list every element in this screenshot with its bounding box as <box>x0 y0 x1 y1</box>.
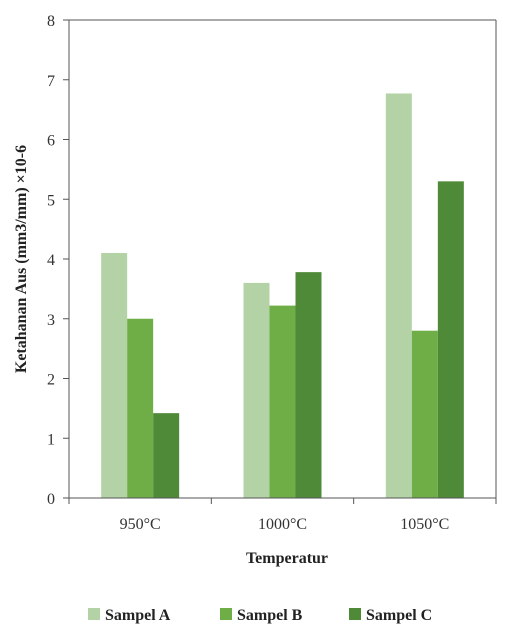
y-tick-label: 8 <box>47 13 55 30</box>
bar-sampel-b-2 <box>411 330 438 498</box>
legend-swatch <box>220 608 232 620</box>
bar-sampel-a-1 <box>243 282 270 498</box>
legend-swatch <box>88 608 100 620</box>
y-tick-label: 2 <box>47 372 55 389</box>
bar-sampel-b-1 <box>269 305 296 498</box>
legend-label: Sampel C <box>366 607 432 624</box>
bar-sampel-a-2 <box>385 93 412 499</box>
bar-sampel-a-0 <box>101 253 128 498</box>
y-tick-label: 7 <box>47 73 55 90</box>
x-axis-ticks: 950°C 1000°C 1050°C <box>68 498 497 533</box>
legend: Sampel A Sampel B Sampel C <box>88 607 432 624</box>
bar-sampel-c-1 <box>295 272 322 498</box>
legend-label: Sampel B <box>237 607 303 624</box>
bars <box>101 93 464 499</box>
y-axis-title: Ketahanan Aus (mm3/mm) ×10-6 <box>13 145 30 373</box>
x-tick-label: 1050°C <box>400 516 449 533</box>
y-tick-label: 0 <box>47 491 55 508</box>
legend-swatch <box>349 608 361 620</box>
legend-label: Sampel A <box>105 607 171 624</box>
x-tick-label: 1000°C <box>258 516 307 533</box>
y-tick-label: 5 <box>47 192 55 209</box>
y-tick-label: 3 <box>47 312 55 329</box>
x-tick-label: 950°C <box>120 516 161 533</box>
y-tick-label: 4 <box>47 252 55 269</box>
axes <box>68 19 497 499</box>
x-axis-title: Temperatur <box>246 550 328 567</box>
y-axis-ticks: 0 1 2 3 4 5 6 7 8 <box>47 13 69 508</box>
bar-sampel-b-0 <box>127 318 154 498</box>
bar-sampel-c-0 <box>153 413 180 498</box>
bar-sampel-c-2 <box>437 181 464 498</box>
y-tick-label: 6 <box>47 133 55 150</box>
y-tick-label: 1 <box>47 431 55 448</box>
